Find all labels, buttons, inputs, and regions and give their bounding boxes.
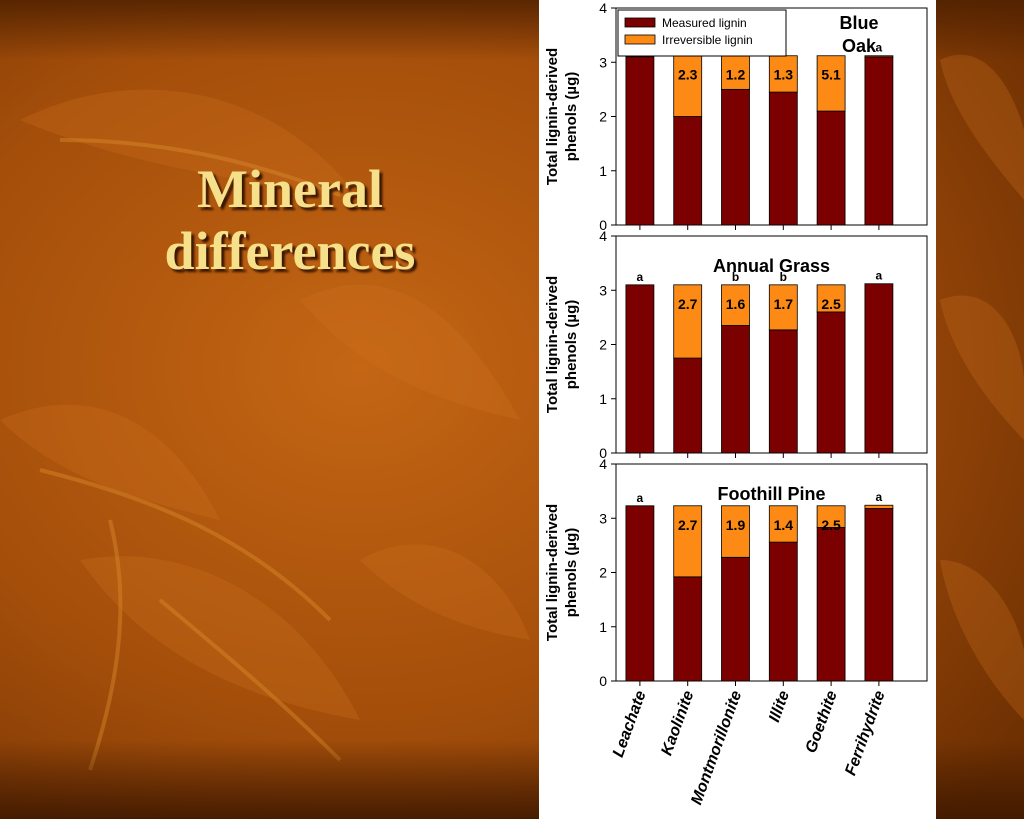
chart3-bar-measured — [673, 576, 703, 682]
chart1-bar-irreversible — [768, 55, 798, 93]
legend-entry: Measured lignin — [662, 16, 747, 30]
chart2-significance-letter: b — [732, 270, 739, 284]
chart3-bar-measured — [768, 541, 798, 682]
chart2-bar-measured — [864, 283, 894, 454]
x-tick-label: Leachate — [610, 688, 650, 759]
chart1-bar-irreversible — [673, 55, 703, 117]
chart3-bar-measured — [721, 556, 750, 682]
chart1-bar-value-label: 2.3 — [678, 67, 698, 83]
chart3-y-tick-label: 3 — [599, 510, 607, 526]
chart1-y-tick-label: 0 — [599, 217, 607, 233]
chart3-bar-irreversible — [721, 505, 750, 558]
chart2-significance-letter: a — [876, 269, 883, 283]
chart3-title: Foothill Pine — [718, 484, 826, 504]
chart1-bar-irreversible — [721, 55, 750, 90]
chart1-bar-irreversible — [816, 55, 846, 112]
chart3-y-tick-label: 1 — [599, 619, 607, 635]
chart1-bar-value-label: 5.1 — [821, 67, 841, 83]
chart2-y-tick-label: 3 — [599, 282, 607, 298]
chart2-significance-letter: a — [637, 270, 644, 284]
x-tick-label: Goethite — [803, 688, 841, 755]
chart3-bar-irreversible — [768, 505, 798, 543]
chart1-title-line: Blue — [839, 13, 878, 33]
chart2-bar-measured — [625, 284, 655, 454]
chart2-bar-measured — [721, 325, 750, 454]
x-tick-label: Ferrihydrite — [842, 688, 888, 777]
legend-swatch — [624, 34, 656, 45]
chart1-y-axis-label-line: phenols (µg) — [563, 72, 580, 161]
chart3-y-tick-label: 0 — [599, 673, 607, 689]
chart1-bar-measured — [625, 56, 655, 226]
chart3-bar-value-label: 1.4 — [774, 517, 794, 533]
chart2-title: Annual Grass — [713, 256, 830, 276]
chart1-y-axis-label-line: Total lignin-derived — [544, 48, 561, 185]
chart3-bar-measured — [816, 527, 846, 682]
chart2-y-axis-label: Total lignin-derived phenols (µg) — [544, 276, 580, 413]
legend-entry: Irreversible lignin — [662, 33, 753, 47]
chart2-bar-irreversible — [768, 284, 798, 331]
leaf-veins — [39, 138, 342, 771]
chart1-y-tick-label: 4 — [599, 0, 607, 16]
chart3-bar-value-label: 2.5 — [821, 517, 841, 533]
chart3-bar-measured — [625, 505, 655, 682]
chart2-y-axis-label-line: Total lignin-derived — [544, 276, 561, 413]
chart3-bar-irreversible — [816, 505, 846, 528]
chart3-bar-value-label: 2.7 — [678, 517, 698, 533]
chart2-bar-measured — [816, 311, 846, 454]
x-tick-label: Kaolinite — [658, 688, 697, 757]
chart1-bar-measured — [673, 116, 703, 226]
chart3-bar-irreversible — [673, 505, 703, 578]
x-tick-label: Montmorillonite — [688, 688, 745, 807]
chart2-bar-irreversible — [673, 284, 703, 359]
chart1-title-line: Oak — [842, 36, 877, 56]
chart2-bar-value-label: 2.7 — [678, 296, 698, 312]
chart2-y-tick-label: 1 — [599, 391, 607, 407]
chart1-bar-measured — [768, 91, 798, 226]
chart1-bar-measured — [864, 56, 894, 226]
chart1-bar-irreversible — [864, 55, 894, 58]
chart3-significance-letter: a — [876, 490, 883, 504]
chart2-bar-measured — [768, 329, 798, 454]
chart3-y-axis-label-line: phenols (µg) — [563, 528, 580, 617]
chart2-y-tick-label: 4 — [599, 228, 607, 244]
chart2-bar-irreversible — [816, 284, 846, 313]
chart1-bar-measured — [816, 110, 846, 226]
chart3-bar-value-label: 1.9 — [726, 517, 746, 533]
chart2-y-axis-label-line: phenols (µg) — [563, 300, 580, 389]
chart2-bar-value-label: 1.7 — [774, 296, 794, 312]
chart2-y-tick-label: 2 — [599, 337, 607, 353]
chart3-y-tick-label: 4 — [599, 456, 607, 472]
chart1-bar-measured — [721, 88, 750, 226]
chart2-y-tick-label: 0 — [599, 445, 607, 461]
chart1-y-axis-label: Total lignin-derived phenols (µg) — [544, 48, 580, 185]
chart2-bar-value-label: 2.5 — [821, 296, 841, 312]
chart1-bar-value-label: 1.3 — [774, 67, 794, 83]
chart1-bar-value-label: 1.2 — [726, 67, 746, 83]
chart3-y-tick-label: 2 — [599, 565, 607, 581]
chart2-significance-letter: b — [780, 270, 787, 284]
chart3-y-axis-label-line: Total lignin-derived — [544, 504, 561, 641]
chart3-bar-measured — [864, 508, 894, 682]
chart3-significance-letter: a — [637, 491, 644, 505]
slide-title-line-1: Mineral — [197, 159, 383, 219]
x-tick-label: Illite — [766, 688, 793, 724]
chart1-y-tick-label: 2 — [599, 109, 607, 125]
chart2-bar-irreversible — [721, 284, 750, 326]
chart2-bar-measured — [673, 357, 703, 454]
chart1-significance-letter: a — [876, 41, 883, 55]
chart2-bar-value-label: 1.6 — [726, 296, 746, 312]
chart3-y-axis-label: Total lignin-derived phenols (µg) — [544, 504, 580, 641]
legend-swatch — [624, 17, 656, 28]
chart3-bar-irreversible — [864, 504, 894, 509]
slide-title-line-2: differences — [164, 221, 416, 281]
slide-title: Mineral differences — [80, 158, 500, 282]
chart1-y-tick-label: 3 — [599, 54, 607, 70]
chart1-y-tick-label: 1 — [599, 163, 607, 179]
leaf-pattern — [0, 54, 1024, 720]
